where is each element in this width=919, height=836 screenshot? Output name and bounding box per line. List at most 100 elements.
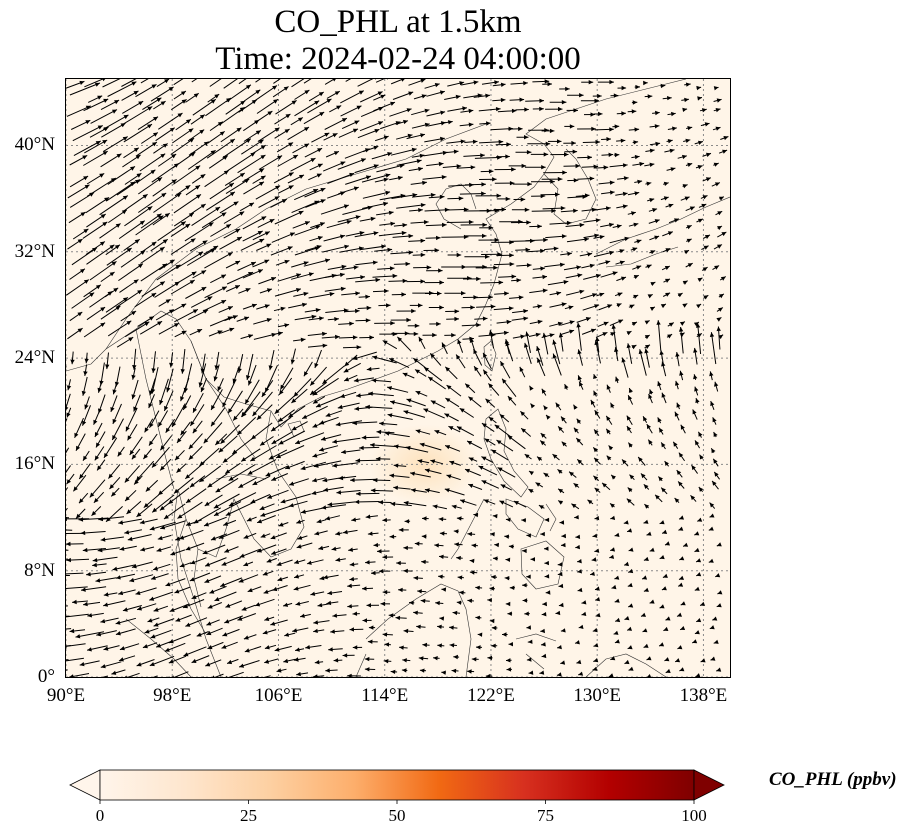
wind-arrow-head (439, 90, 445, 95)
wind-arrow-head (678, 481, 683, 487)
wind-arrow-head (203, 309, 209, 314)
wind-arrow-head (255, 89, 261, 95)
wind-arrow-head (577, 569, 582, 574)
wind-arrow-head (422, 180, 427, 186)
wind-arrow-shaft (170, 279, 195, 295)
wind-arrow-head (605, 206, 611, 211)
wind-arrow-head (691, 465, 696, 471)
wind-arrow-head (454, 316, 459, 322)
wind-arrow-head (162, 143, 168, 148)
wind-arrow-head (667, 139, 673, 144)
wind-arrow-head (341, 449, 346, 455)
wind-arrow-head (712, 480, 717, 486)
wind-arrow-head (179, 563, 185, 568)
wind-arrow-head (549, 333, 555, 338)
wind-arrow-head (694, 547, 700, 552)
wind-arrow-shaft (228, 671, 244, 677)
wind-arrow-head (255, 602, 261, 607)
wind-arrow-head (185, 185, 191, 190)
wind-arrow-head (160, 445, 165, 451)
wind-arrow-head (438, 574, 443, 579)
wind-arrow-head (340, 161, 346, 166)
wind-arrow-shaft (71, 292, 95, 309)
coastline-mindanao (520, 540, 565, 590)
wind-arrow-head (382, 590, 388, 595)
wind-arrow-head (569, 329, 575, 334)
wind-arrow-head (119, 646, 125, 651)
wind-arrow-head (199, 129, 205, 134)
wind-arrow-head (174, 589, 180, 594)
wind-arrow-head (430, 192, 436, 198)
wind-arrow-head (247, 470, 253, 475)
wind-arrow-head (305, 645, 310, 650)
wind-arrow-head (682, 184, 688, 189)
wind-arrow-head (716, 317, 722, 322)
wind-arrow-head (434, 543, 439, 548)
wind-arrow-shaft (66, 447, 70, 454)
wind-arrow-head (278, 522, 284, 527)
wind-arrow-head (646, 264, 652, 269)
wind-arrow-head (546, 414, 551, 420)
wind-arrow-head (476, 645, 481, 650)
wind-arrow-shaft (85, 196, 110, 214)
wind-arrow-head (80, 530, 86, 536)
wind-arrow-head (237, 430, 243, 435)
wind-arrow-head (482, 233, 487, 239)
wind-arrow-head (382, 517, 387, 523)
wind-arrow-head (225, 469, 231, 474)
wind-arrow-head (135, 590, 141, 595)
wind-arrow-head (190, 152, 196, 157)
wind-arrow-head (611, 584, 617, 590)
wind-arrow-head (168, 659, 174, 664)
wind-arrow-head (577, 587, 583, 593)
wind-arrow-head (408, 250, 414, 255)
longitude-tick-label: 90°E (46, 685, 86, 706)
wind-arrow-head (343, 368, 349, 373)
wind-arrow-head (303, 261, 309, 266)
wind-arrow-head (524, 454, 530, 459)
wind-arrow-head (223, 170, 229, 175)
wind-arrow-head (599, 292, 605, 297)
wind-arrow-head (293, 391, 299, 397)
wind-arrow-head (314, 531, 320, 536)
wind-arrow-head (557, 321, 563, 327)
wind-arrow-head (385, 173, 391, 178)
wind-arrow-head (699, 454, 704, 460)
wind-arrow-head (174, 281, 180, 287)
wind-arrow-head (420, 238, 426, 243)
wind-arrow-head (468, 108, 474, 114)
wind-arrow-head (289, 232, 295, 237)
wind-arrow-head (131, 81, 137, 86)
wind-arrow-head (571, 140, 576, 146)
wind-arrow-head (201, 270, 207, 275)
wind-arrow-head (481, 182, 486, 187)
wind-arrow-head (451, 333, 456, 338)
colorbar-label: CO_PHL (ppbv) (769, 769, 897, 790)
wind-arrow-head (340, 234, 345, 239)
wind-arrow-head (332, 613, 338, 618)
wind-arrow-head (509, 181, 515, 186)
wind-arrow-head (518, 295, 524, 300)
wind-arrow-head (149, 316, 154, 321)
wind-arrow-head (606, 137, 611, 142)
wind-arrow-head (481, 456, 487, 461)
wind-arrow-head (157, 535, 163, 541)
wind-arrow-head (413, 331, 419, 337)
latitude-tick-label: 0° (37, 666, 55, 687)
wind-arrow-head (387, 386, 392, 391)
wind-arrow-head (609, 190, 615, 195)
wind-arrow-head (690, 495, 696, 501)
wind-arrow-head (566, 220, 572, 226)
wind-arrow-head (522, 548, 527, 554)
wind-arrow-head (500, 97, 506, 103)
wind-arrow-head (159, 505, 165, 511)
wind-arrow-head (249, 202, 254, 207)
wind-arrow-head (66, 479, 71, 485)
wind-arrow-head (349, 172, 355, 177)
wind-arrow-head (593, 475, 599, 481)
wind-arrow-head (280, 384, 285, 390)
wind-arrow-head (235, 261, 241, 265)
wind-arrow-head (149, 440, 154, 446)
wind-arrow-shaft (205, 97, 232, 117)
wind-arrow-head (134, 239, 140, 244)
